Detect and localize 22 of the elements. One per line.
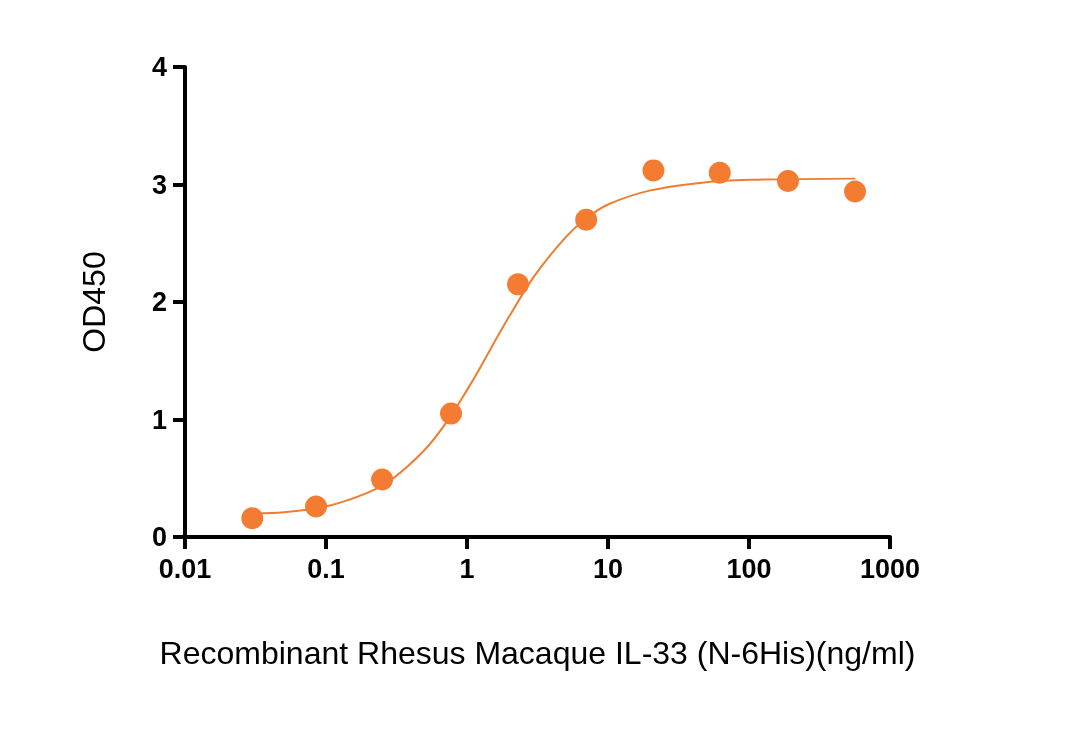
point [440, 402, 462, 425]
x-tick-label: 0.1 [307, 553, 345, 584]
y-tick-label: 3 [151, 169, 167, 200]
point [507, 273, 529, 296]
y-tick-label: 0 [151, 522, 167, 552]
y-tick-label: 2 [151, 287, 167, 317]
x-tick-label: 0.01 [158, 553, 212, 584]
point [708, 161, 731, 184]
y-tick-label: 1 [151, 404, 167, 435]
x-tick-label: 10 [592, 553, 624, 584]
point [844, 180, 867, 203]
x-axis-title: Recombinant Rhesus Macaque IL-33 (N-6His)(ng/ml) [159, 635, 916, 671]
point [305, 495, 328, 518]
point [575, 208, 598, 231]
point [642, 159, 665, 182]
x-tick-label: 100 [726, 553, 772, 584]
point [371, 468, 394, 491]
y-tick-label: 4 [151, 52, 167, 82]
x-tick-label: 1000 [859, 553, 921, 584]
x-tick-label: 1 [459, 553, 475, 584]
point [777, 169, 799, 192]
y-axis-title: OD450 [76, 251, 112, 353]
